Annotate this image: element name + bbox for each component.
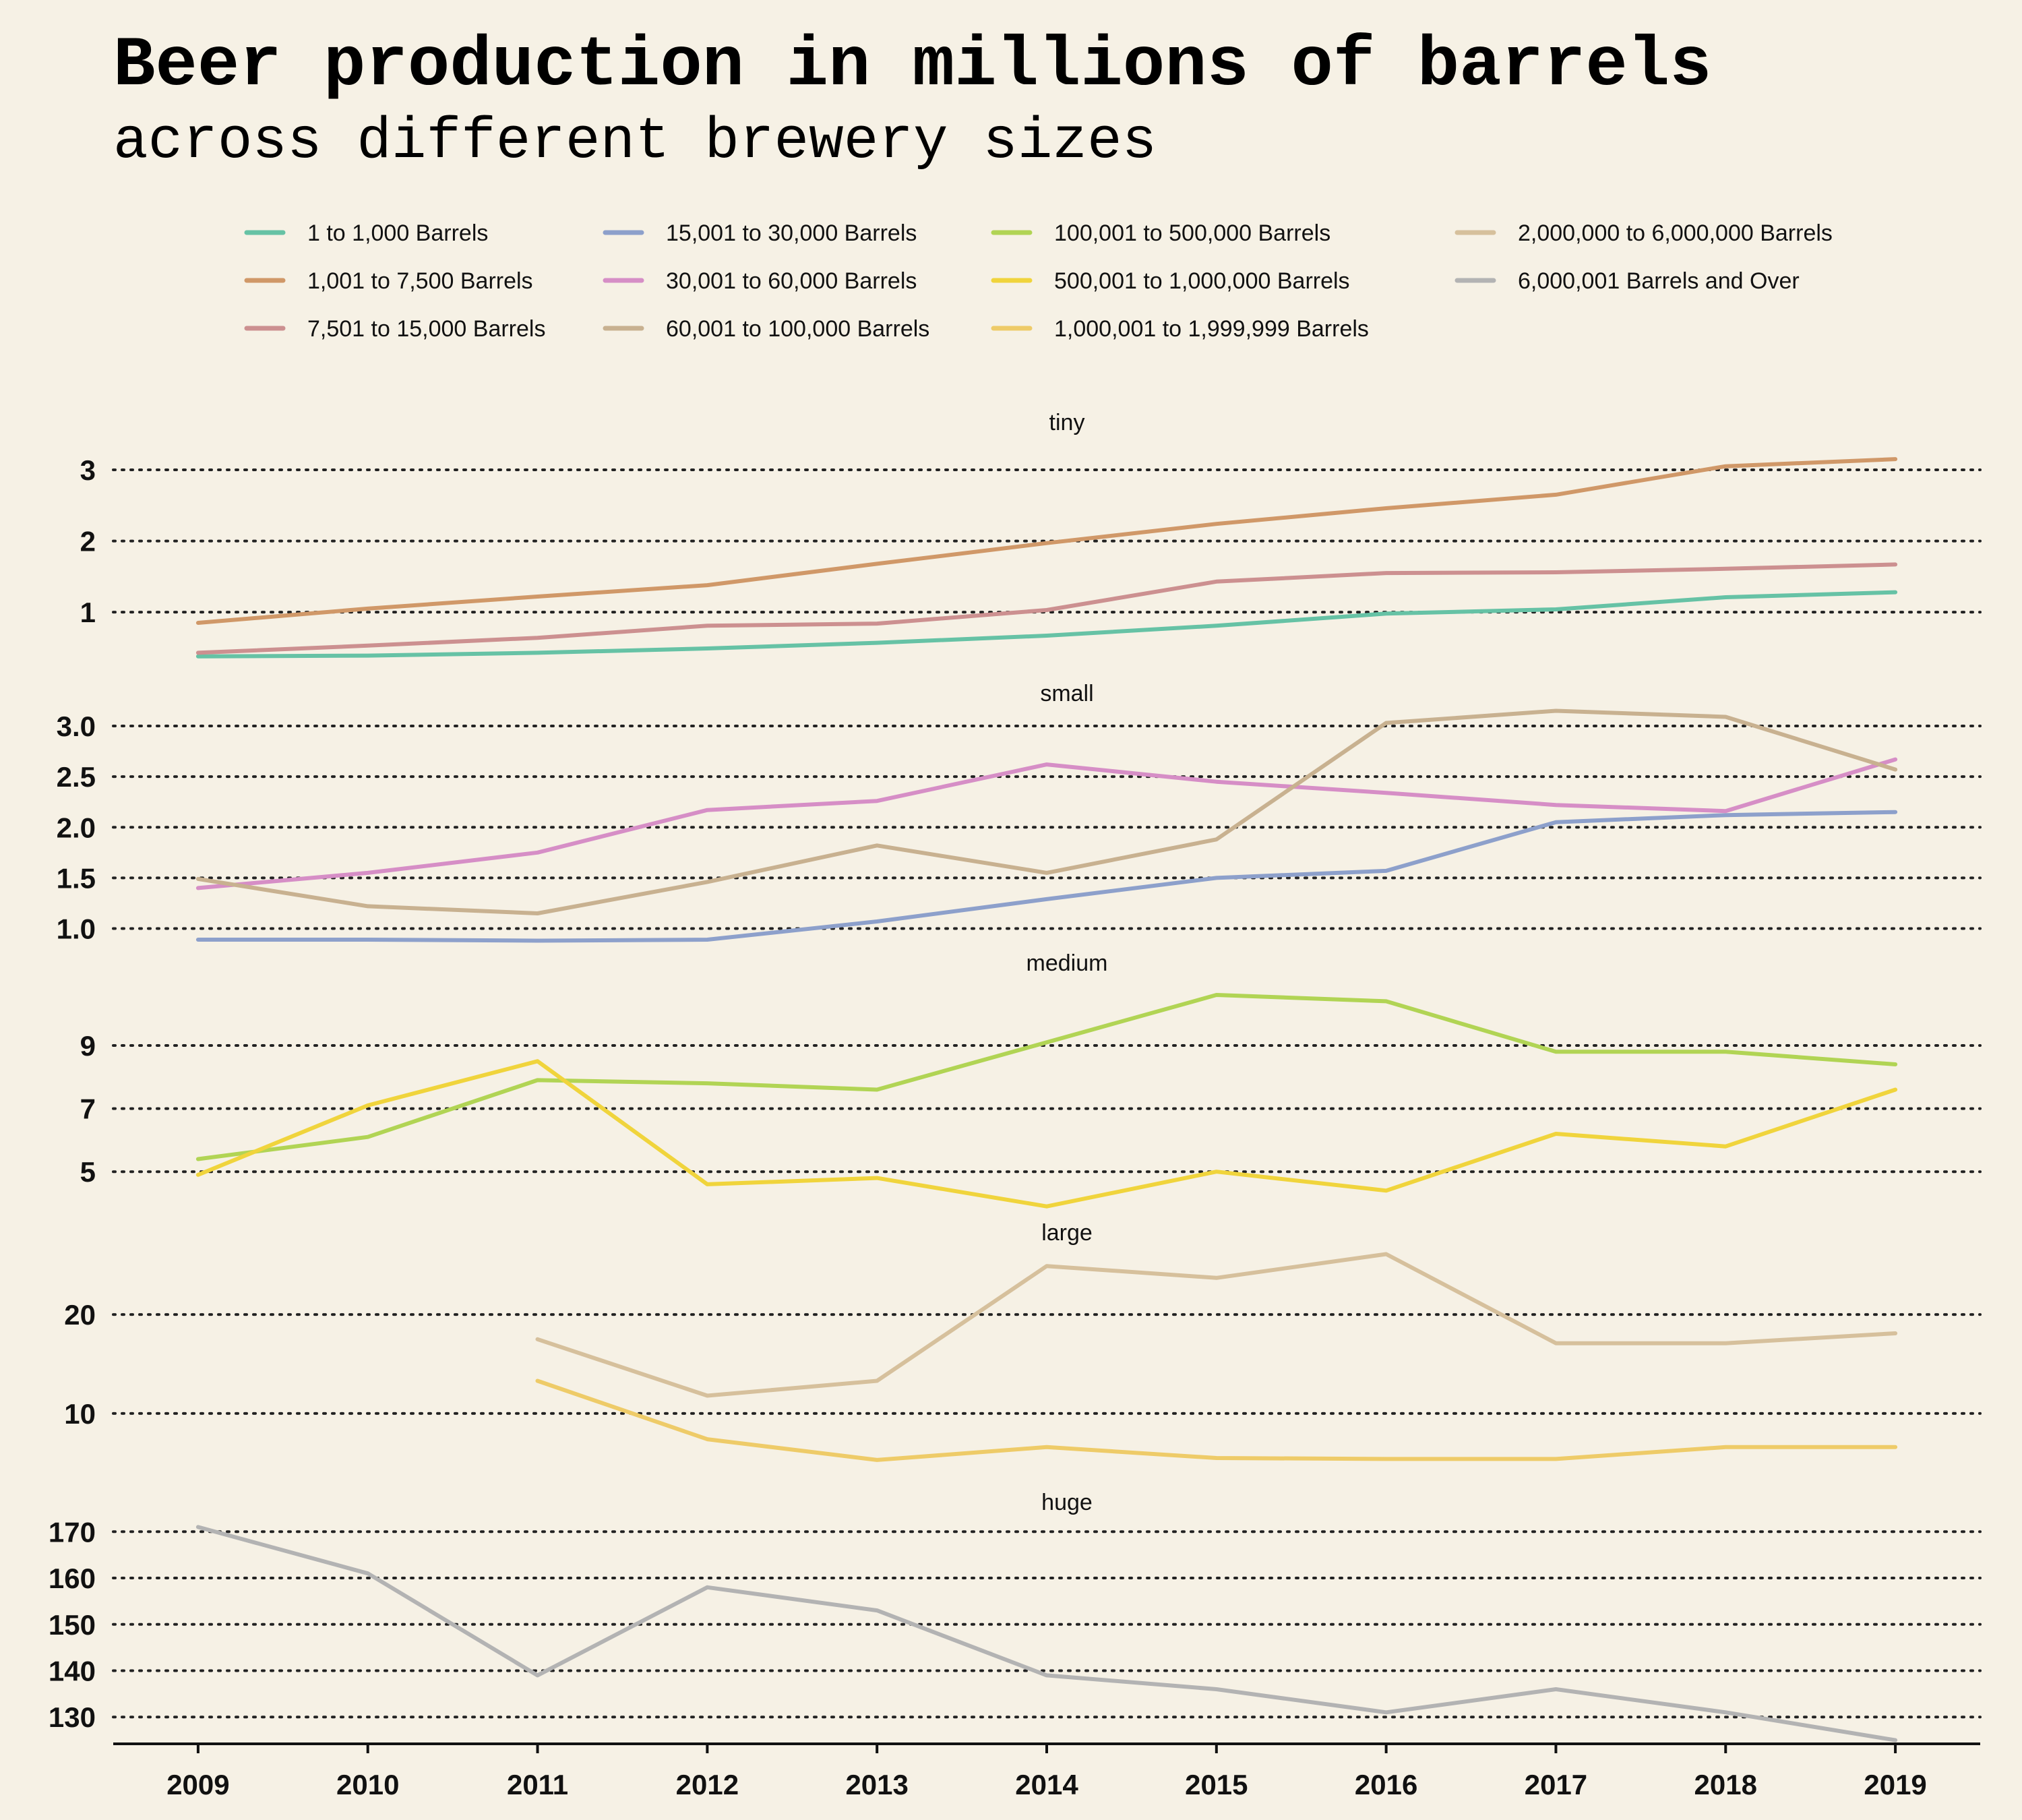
panel-title: medium xyxy=(1027,950,1108,976)
panel-title: tiny xyxy=(1049,410,1085,435)
y-tick-label: 7 xyxy=(80,1093,96,1125)
x-tick-label: 2016 xyxy=(1355,1769,1417,1800)
y-tick-label: 20 xyxy=(64,1299,96,1331)
x-tick-label: 2012 xyxy=(676,1769,739,1800)
y-tick-label: 170 xyxy=(49,1516,96,1548)
legend-item-1-000-001-to-1-999-999-barrels: 1,000,001 to 1,999,999 Barrels xyxy=(991,316,1369,342)
series-line-1-001-to-7-500-barrels xyxy=(195,457,1898,625)
legend-label: 7,501 to 15,000 Barrels xyxy=(307,316,545,342)
y-tick-label: 3.0 xyxy=(57,710,96,742)
series-line-60-001-to-100-000-barrels xyxy=(195,708,1898,915)
legend-label: 100,001 to 500,000 Barrels xyxy=(1054,220,1330,246)
y-tick-label: 9 xyxy=(80,1030,96,1062)
legend-item-100-001-to-500-000-barrels: 100,001 to 500,000 Barrels xyxy=(991,220,1330,246)
y-tick-label: 150 xyxy=(49,1609,96,1641)
legend-item-6-000-001-barrels-and-over: 6,000,001 Barrels and Over xyxy=(1454,268,1800,294)
series-line-30-001-to-60-000-barrels xyxy=(195,757,1898,890)
y-tick-label: 2 xyxy=(80,526,96,557)
x-tick-label: 2013 xyxy=(845,1769,908,1800)
y-tick-label: 160 xyxy=(49,1563,96,1594)
y-tick-label: 3 xyxy=(80,454,96,486)
legend-label: 1,001 to 7,500 Barrels xyxy=(307,268,533,294)
legend-item-1-to-1-000-barrels: 1 to 1,000 Barrels xyxy=(244,220,488,246)
panel-small: small 1.0 1.5 2.0 2.5 3.0 xyxy=(57,681,1982,944)
legend-item-500-001-to-1-000-000-barrels: 500,001 to 1,000,000 Barrels xyxy=(991,268,1350,294)
legend-label: 1,000,001 to 1,999,999 Barrels xyxy=(1054,316,1369,342)
chart-title: Beer production in millions of barrels xyxy=(113,26,1712,106)
legend: 1 to 1,000 Barrels 1,001 to 7,500 Barrels… xyxy=(244,220,1833,342)
panel-title: small xyxy=(1040,681,1093,706)
y-tick-label: 1 xyxy=(80,597,96,628)
y-tick-label: 2.0 xyxy=(57,812,96,843)
panel-large: large 10 20 xyxy=(64,1220,1982,1462)
legend-label: 15,001 to 30,000 Barrels xyxy=(666,220,917,246)
y-tick-label: 1.0 xyxy=(57,913,96,944)
legend-label: 30,001 to 60,000 Barrels xyxy=(666,268,917,294)
x-tick-label: 2015 xyxy=(1185,1769,1248,1800)
series-line-15-001-to-30-000-barrels xyxy=(195,810,1898,943)
legend-item-15-001-to-30-000-barrels: 15,001 to 30,000 Barrels xyxy=(603,220,917,246)
series-line-7-501-to-15-000-barrels xyxy=(195,562,1898,655)
legend-item-7-501-to-15-000-barrels: 7,501 to 15,000 Barrels xyxy=(244,316,545,342)
panel-title: huge xyxy=(1041,1490,1093,1515)
legend-label: 2,000,000 to 6,000,000 Barrels xyxy=(1518,220,1833,246)
y-tick-label: 130 xyxy=(49,1701,96,1733)
series-line-1-000-001-to-1-999-999-barrels xyxy=(535,1378,1898,1462)
x-tick-label: 2010 xyxy=(336,1769,399,1800)
legend-item-2-000-000-to-6-000-000-barrels: 2,000,000 to 6,000,000 Barrels xyxy=(1454,220,1833,246)
x-tick-label: 2017 xyxy=(1525,1769,1587,1800)
legend-item-30-001-to-60-000-barrels: 30,001 to 60,000 Barrels xyxy=(603,268,917,294)
panels: tiny 1 2 3 small 1.0 1.5 2.0 2.5 3.0 medium 5 7 9 larg… xyxy=(49,410,1982,1742)
y-tick-label: 140 xyxy=(49,1655,96,1687)
series-line-6-000-001-barrels-and-over xyxy=(195,1525,1898,1742)
series-line-2-000-000-to-6-000-000-barrels xyxy=(535,1252,1898,1398)
x-tick-label: 2018 xyxy=(1694,1769,1757,1800)
legend-item-1-001-to-7-500-barrels: 1,001 to 7,500 Barrels xyxy=(244,268,533,294)
panel-title: large xyxy=(1041,1220,1093,1246)
x-tick-label: 2011 xyxy=(507,1769,568,1800)
legend-label: 500,001 to 1,000,000 Barrels xyxy=(1054,268,1350,294)
series-line-500-001-to-1-000-000-barrels xyxy=(195,1059,1898,1209)
x-tick-label: 2009 xyxy=(166,1769,229,1800)
legend-label: 6,000,001 Barrels and Over xyxy=(1518,268,1800,294)
panel-tiny: tiny 1 2 3 xyxy=(80,410,1982,659)
legend-label: 1 to 1,000 Barrels xyxy=(307,220,488,246)
legend-item-60-001-to-100-000-barrels: 60,001 to 100,000 Barrels xyxy=(603,316,929,342)
series-line-1-to-1-000-barrels xyxy=(195,590,1898,659)
legend-label: 60,001 to 100,000 Barrels xyxy=(666,316,929,342)
chart-subtitle: across different brewery sizes xyxy=(113,109,1157,175)
y-tick-label: 5 xyxy=(80,1156,96,1188)
x-tick-label: 2014 xyxy=(1015,1769,1078,1800)
y-tick-label: 1.5 xyxy=(57,862,96,894)
panel-huge: huge 130 140 150 160 170 xyxy=(49,1490,1982,1742)
y-tick-label: 2.5 xyxy=(57,761,96,793)
panel-medium: medium 5 7 9 xyxy=(80,950,1982,1209)
series-line-100-001-to-500-000-barrels xyxy=(195,993,1898,1161)
x-tick-label: 2019 xyxy=(1864,1769,1926,1800)
x-axis: 2009 2010 2011 2012 2013 2014 2015 2016 2017 2018… xyxy=(113,1742,1980,1800)
y-tick-label: 10 xyxy=(64,1398,96,1430)
